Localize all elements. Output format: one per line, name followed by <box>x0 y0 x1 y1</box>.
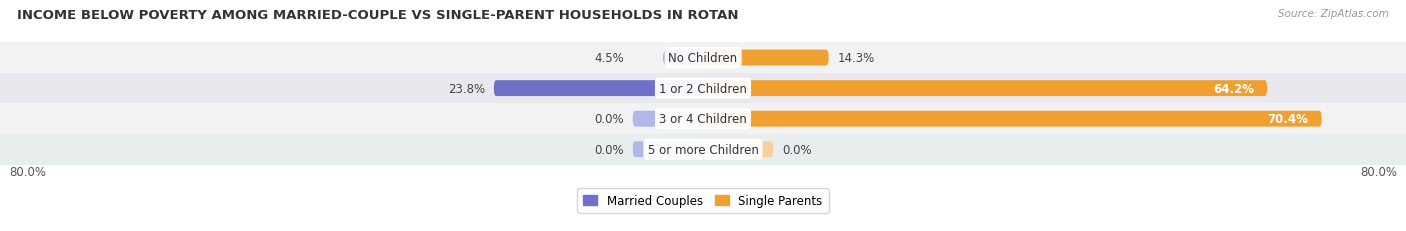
Bar <box>0 73 1406 104</box>
Legend: Married Couples, Single Parents: Married Couples, Single Parents <box>578 188 828 213</box>
Text: 23.8%: 23.8% <box>449 82 485 95</box>
Text: 1 or 2 Children: 1 or 2 Children <box>659 82 747 95</box>
Text: 4.5%: 4.5% <box>595 52 624 65</box>
Text: No Children: No Children <box>668 52 738 65</box>
Text: 80.0%: 80.0% <box>8 165 46 178</box>
Bar <box>0 43 1406 73</box>
Bar <box>0 104 1406 134</box>
FancyBboxPatch shape <box>664 50 703 66</box>
Text: 0.0%: 0.0% <box>595 143 624 156</box>
Text: INCOME BELOW POVERTY AMONG MARRIED-COUPLE VS SINGLE-PARENT HOUSEHOLDS IN ROTAN: INCOME BELOW POVERTY AMONG MARRIED-COUPL… <box>17 9 738 22</box>
FancyBboxPatch shape <box>703 81 1267 97</box>
Text: 64.2%: 64.2% <box>1213 82 1254 95</box>
FancyBboxPatch shape <box>703 50 828 66</box>
Text: 0.0%: 0.0% <box>782 143 811 156</box>
FancyBboxPatch shape <box>494 81 703 97</box>
Text: 80.0%: 80.0% <box>1360 165 1398 178</box>
FancyBboxPatch shape <box>633 111 703 127</box>
FancyBboxPatch shape <box>703 111 1322 127</box>
Text: 5 or more Children: 5 or more Children <box>648 143 758 156</box>
Text: 70.4%: 70.4% <box>1268 113 1309 126</box>
Text: 0.0%: 0.0% <box>595 113 624 126</box>
Bar <box>0 134 1406 165</box>
FancyBboxPatch shape <box>633 142 703 158</box>
Text: 14.3%: 14.3% <box>838 52 875 65</box>
Text: Source: ZipAtlas.com: Source: ZipAtlas.com <box>1278 9 1389 19</box>
Text: 3 or 4 Children: 3 or 4 Children <box>659 113 747 126</box>
FancyBboxPatch shape <box>703 142 773 158</box>
